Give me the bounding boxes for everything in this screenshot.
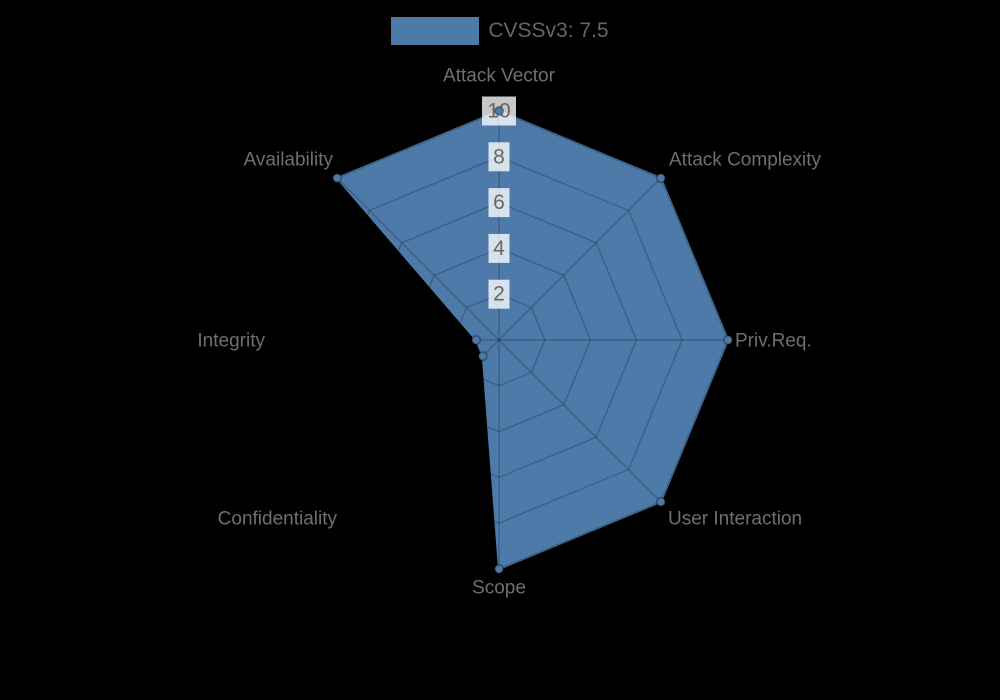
radar-grid-ring <box>315 156 683 524</box>
radar-axis-line <box>336 177 500 341</box>
radar-axis-line <box>336 339 500 503</box>
legend-label: CVSSv3: 7.5 <box>488 19 609 42</box>
vertex-point <box>331 172 343 184</box>
vertex-point <box>493 563 505 575</box>
tick-label: 6 <box>493 191 505 214</box>
radar-grid-ring <box>452 293 546 387</box>
axis-label-confidentiality: Confidentiality <box>218 509 338 530</box>
vertex-point <box>722 334 734 346</box>
legend-item-cvssv3[interactable]: CVSSv3: 7.5 <box>391 17 609 45</box>
axis-label-user-interaction: User Interaction <box>668 509 802 530</box>
axis-label-attack-vector: Attack Vector <box>443 66 556 87</box>
vertex-point <box>655 172 667 184</box>
tick-label: 2 <box>493 283 505 306</box>
axis-label-priv-req: Priv.Req. <box>735 331 812 352</box>
tick-backdrop <box>488 188 510 218</box>
vertex-point <box>477 351 488 362</box>
legend-swatch <box>391 17 480 45</box>
axis-label-integrity: Integrity <box>197 331 265 352</box>
tick-label: 8 <box>493 145 505 168</box>
radar-axis-line <box>498 339 662 503</box>
tick-backdrop <box>488 142 510 172</box>
chart-legend: CVSSv3: 7.5 <box>0 17 1000 45</box>
radar-axis-line <box>498 177 662 341</box>
axis-label-scope: Scope <box>472 578 526 599</box>
tick-backdrop <box>488 279 510 309</box>
axis-label-availability: Availability <box>244 150 334 171</box>
vertex-point <box>493 105 505 117</box>
radar-grid-ring <box>406 247 592 433</box>
tick-label: 4 <box>493 237 505 260</box>
axis-label-attack-complexity: Attack Complexity <box>669 150 822 171</box>
vertex-point <box>470 334 482 346</box>
tick-backdrop <box>488 233 510 263</box>
radar-grid-ring <box>360 201 638 479</box>
vertex-point <box>655 496 667 508</box>
